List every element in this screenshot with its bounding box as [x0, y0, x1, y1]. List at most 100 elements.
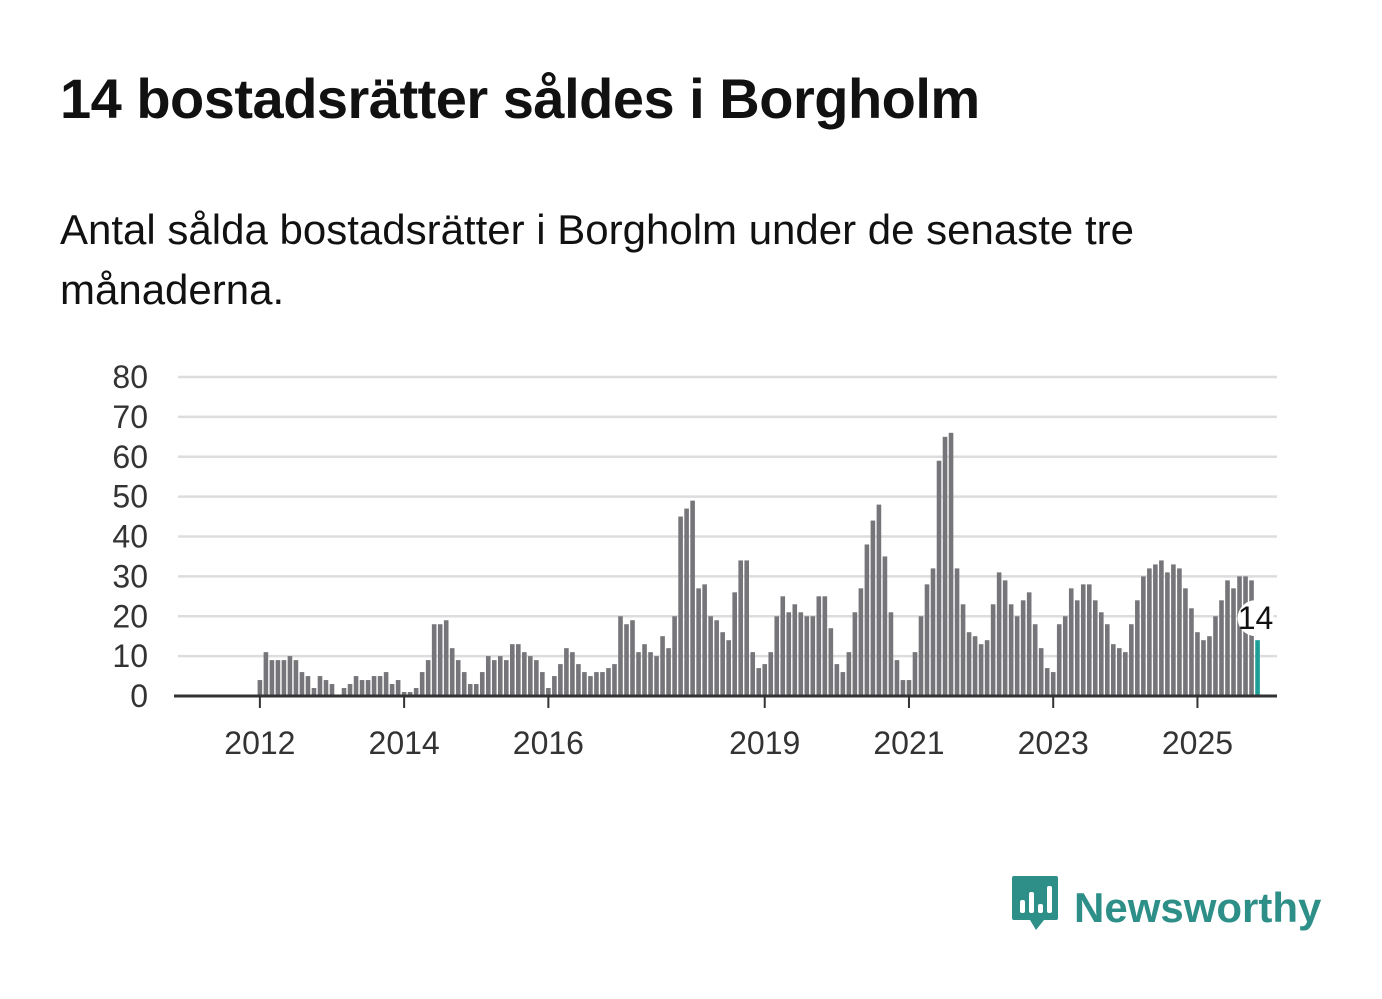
bar [702, 584, 707, 696]
bar [684, 508, 689, 696]
bar [347, 684, 353, 696]
y-tick-label: 20 [112, 598, 148, 634]
bar [353, 676, 359, 696]
bar [311, 688, 317, 696]
bar [828, 628, 834, 696]
bar [852, 612, 858, 696]
bar [275, 660, 281, 696]
bar [936, 460, 942, 696]
bar [744, 560, 749, 696]
y-tick-label: 40 [112, 519, 148, 555]
newsworthy-logo-icon [1010, 874, 1060, 943]
bar [1062, 616, 1068, 696]
bar [1159, 560, 1164, 696]
bar [323, 680, 329, 696]
bar [1147, 568, 1152, 696]
bar [257, 680, 263, 696]
bar [582, 672, 587, 696]
bar [786, 612, 792, 696]
bar [924, 584, 930, 696]
bar [762, 664, 768, 696]
bar [576, 664, 581, 696]
bar [774, 616, 780, 696]
bar [768, 652, 774, 696]
bar [1201, 640, 1206, 696]
bar [1153, 564, 1158, 696]
bar [395, 680, 401, 696]
bar [287, 656, 293, 696]
bar [948, 432, 954, 696]
bar [594, 672, 599, 696]
bar [930, 568, 936, 696]
bar [437, 624, 443, 696]
bar [654, 656, 659, 696]
bar [792, 604, 798, 696]
bar [461, 672, 467, 696]
bar [443, 620, 449, 696]
bar [528, 656, 533, 696]
brand-logo[interactable]: Newsworthy [1010, 874, 1321, 943]
bar [1231, 588, 1236, 696]
bar [293, 660, 299, 696]
bar [960, 604, 966, 696]
bar [558, 664, 563, 696]
bar [1056, 624, 1062, 696]
bar [624, 624, 629, 696]
bar [305, 676, 311, 696]
bar [1129, 624, 1134, 696]
x-tick-label: 2025 [1162, 725, 1233, 761]
x-tick-label: 2021 [873, 725, 944, 761]
y-tick-label: 30 [112, 558, 148, 594]
bar [912, 652, 918, 696]
bar [1171, 564, 1176, 696]
bar [1002, 580, 1008, 696]
bar [780, 596, 786, 696]
bar [984, 640, 990, 696]
y-tick-label: 80 [112, 359, 148, 395]
bar [1074, 600, 1080, 696]
bar [954, 568, 960, 696]
bar [1123, 652, 1128, 696]
bar [888, 612, 894, 696]
bar [534, 660, 539, 696]
y-tick-label: 50 [112, 479, 148, 515]
bar [522, 652, 527, 696]
bar [1038, 648, 1044, 696]
bar [564, 648, 569, 696]
bar [377, 676, 383, 696]
bar [570, 652, 575, 696]
bar [479, 672, 485, 696]
bar [1032, 624, 1038, 696]
bar [1008, 604, 1014, 696]
bar [966, 632, 972, 696]
bar [864, 544, 870, 696]
bar [317, 676, 323, 696]
bar [1177, 568, 1182, 696]
bar [798, 612, 804, 696]
bar [341, 688, 347, 696]
bar [756, 668, 762, 696]
bar [1237, 576, 1242, 696]
bar [990, 604, 996, 696]
bar [449, 648, 455, 696]
bar [738, 560, 743, 696]
bar [918, 616, 924, 696]
bar [906, 680, 912, 696]
bar [876, 504, 882, 696]
highlight-bar [1255, 640, 1260, 696]
bar [419, 672, 425, 696]
bar [425, 660, 431, 696]
bar [504, 660, 509, 696]
bar [630, 620, 635, 696]
bar [588, 676, 593, 696]
bar [636, 652, 641, 696]
bar [840, 672, 846, 696]
bar [678, 516, 683, 696]
bar [690, 500, 695, 696]
chart-title: 14 bostadsrätter såldes i Borgholm [60, 67, 980, 130]
bar [401, 692, 407, 696]
bar [485, 656, 491, 696]
bar [383, 672, 389, 696]
bar [1249, 580, 1254, 696]
bar [299, 672, 305, 696]
